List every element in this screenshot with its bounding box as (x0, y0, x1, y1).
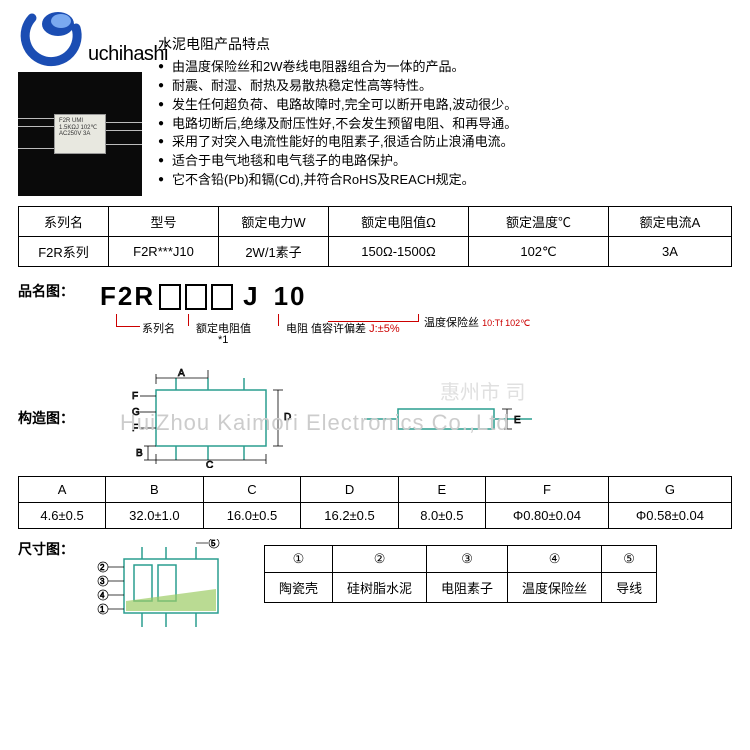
top-section: F2R UMI 1.5KΩJ 102℃ AC250V 3A 水泥电阻产品特点 由… (134, 34, 732, 196)
nlabel-thermal: 温度保险丝 10:Tf 102℃ (424, 314, 530, 330)
product-photo-wrap: F2R UMI 1.5KΩJ 102℃ AC250V 3A (18, 34, 142, 196)
svg-text:D: D (284, 412, 291, 423)
svg-text:1: 1 (100, 605, 105, 614)
td: 16.0±0.5 (203, 503, 301, 529)
code-box (211, 284, 233, 310)
svg-text:B: B (136, 448, 143, 459)
td: 102℃ (469, 237, 609, 267)
td: 16.2±0.5 (301, 503, 399, 529)
td: 3A (609, 237, 732, 267)
code-suffix: 10 (274, 281, 307, 312)
features-block: 水泥电阻产品特点 由温度保险丝和2W卷线电阻器组合为一体的产品。 耐震、耐湿、耐… (158, 34, 732, 196)
construct-diagram-1: F G F C A D B (108, 368, 328, 468)
svg-text:5: 5 (211, 539, 216, 548)
table-row: 陶瓷壳 硅树脂水泥 电阻素子 温度保险丝 导线 (265, 573, 657, 603)
size-diagram: 2 3 4 1 5 (96, 539, 236, 633)
td: 导线 (602, 573, 657, 603)
construct-row: 构造图： F G F C A D B (18, 368, 732, 468)
svg-text:F: F (132, 423, 138, 434)
feature-item: 发生任何超负荷、电路故障时,完全可以断开电路,波动很少。 (158, 96, 732, 115)
svg-text:3: 3 (100, 577, 105, 586)
features-list: 由温度保险丝和2W卷线电阻器组合为一体的产品。 耐震、耐湿、耐热及易散热稳定性高… (158, 58, 732, 190)
chip-line3: AC250V 3A (59, 131, 101, 138)
svg-text:G: G (132, 407, 140, 418)
code-box (185, 284, 207, 310)
td: 4.6±0.5 (19, 503, 106, 529)
td: 8.0±0.5 (398, 503, 485, 529)
svg-text:4: 4 (100, 591, 105, 600)
th: 额定电力W (219, 207, 329, 237)
td: F2R***J10 (109, 237, 219, 267)
svg-text:2: 2 (100, 563, 105, 572)
th: ② (333, 546, 427, 573)
spec-table: 系列名 型号 额定电力W 额定电阻值Ω 额定温度℃ 额定电流A F2R系列 F2… (18, 206, 732, 267)
construct-diagram-2: E (358, 383, 558, 453)
feature-item: 适合于电气地毯和电气毯子的电路保护。 (158, 152, 732, 171)
nlabel-note: *1 (218, 334, 228, 346)
feature-item: 采用了对突入电流性能好的电阻素子,很适合防止浪涌电流。 (158, 133, 732, 152)
th: 额定温度℃ (469, 207, 609, 237)
th: B (106, 477, 204, 503)
table-row: 系列名 型号 额定电力W 额定电阻值Ω 额定温度℃ 额定电流A (19, 207, 732, 237)
table-row: F2R系列 F2R***J10 2W/1素子 150Ω-1500Ω 102℃ 3… (19, 237, 732, 267)
size-row: 尺寸图： 2 3 4 1 5 ① ② ③ ④ ⑤ (18, 539, 732, 633)
nlabel-tolerance: 电阻 值容许偏差 J:±5% (286, 320, 400, 336)
th: 额定电阻值Ω (329, 207, 469, 237)
svg-text:C: C (206, 460, 213, 468)
th: F (485, 477, 608, 503)
td: Φ0.80±0.04 (485, 503, 608, 529)
feature-item: 它不含铅(Pb)和镉(Cd),并符合RoHS及REACH规定。 (158, 171, 732, 190)
td: 32.0±1.0 (106, 503, 204, 529)
naming-label: 品名图： (18, 281, 78, 301)
feature-item: 由温度保险丝和2W卷线电阻器组合为一体的产品。 (158, 58, 732, 77)
feature-item: 耐震、耐湿、耐热及易散热稳定性高等特性。 (158, 77, 732, 96)
naming-diagram: F2R J 10 系列名 额定电阻值 *1 电阻 值容许偏差 J:±5% 温度保… (100, 281, 307, 350)
dim-table: A B C D E F G 4.6±0.5 32.0±1.0 16.0±0.5 … (18, 476, 732, 529)
th: 型号 (109, 207, 219, 237)
th: A (19, 477, 106, 503)
th: 额定电流A (609, 207, 732, 237)
table-row: ① ② ③ ④ ⑤ (265, 546, 657, 573)
code-prefix: F2R (100, 281, 155, 312)
table-row: A B C D E F G (19, 477, 732, 503)
construct-label: 构造图： (18, 408, 78, 428)
td: F2R系列 (19, 237, 109, 267)
chip-line1: F2R UMI (59, 118, 101, 125)
product-photo: F2R UMI 1.5KΩJ 102℃ AC250V 3A (18, 72, 142, 196)
naming-row: 品名图： F2R J 10 系列名 额定电阻值 *1 电阻 值容许偏差 J:±5… (18, 281, 732, 350)
parts-table: ① ② ③ ④ ⑤ 陶瓷壳 硅树脂水泥 电阻素子 温度保险丝 导线 (264, 545, 657, 603)
code-mid: J (243, 281, 263, 312)
th: E (398, 477, 485, 503)
svg-text:A: A (178, 368, 185, 379)
th: ⑤ (602, 546, 657, 573)
th: C (203, 477, 301, 503)
th: D (301, 477, 399, 503)
feature-item: 电路切断后,绝缘及耐压性好,不会发生预留电阻、和再导通。 (158, 115, 732, 134)
td: 2W/1素子 (219, 237, 329, 267)
size-label: 尺寸图： (18, 539, 78, 559)
td: 150Ω-1500Ω (329, 237, 469, 267)
th: ① (265, 546, 333, 573)
th: 系列名 (19, 207, 109, 237)
th: G (608, 477, 731, 503)
td: 电阻素子 (427, 573, 508, 603)
nlabel-series: 系列名 (142, 320, 175, 336)
th: ③ (427, 546, 508, 573)
td: 硅树脂水泥 (333, 573, 427, 603)
td: 陶瓷壳 (265, 573, 333, 603)
th: ④ (508, 546, 602, 573)
td: 温度保险丝 (508, 573, 602, 603)
table-row: 4.6±0.5 32.0±1.0 16.0±0.5 16.2±0.5 8.0±0… (19, 503, 732, 529)
td: Φ0.58±0.04 (608, 503, 731, 529)
chip-line2: 1.5KΩJ 102℃ (59, 125, 101, 132)
svg-text:F: F (132, 391, 138, 402)
code-box (159, 284, 181, 310)
features-title: 水泥电阻产品特点 (158, 34, 732, 54)
svg-text:E: E (514, 415, 521, 426)
